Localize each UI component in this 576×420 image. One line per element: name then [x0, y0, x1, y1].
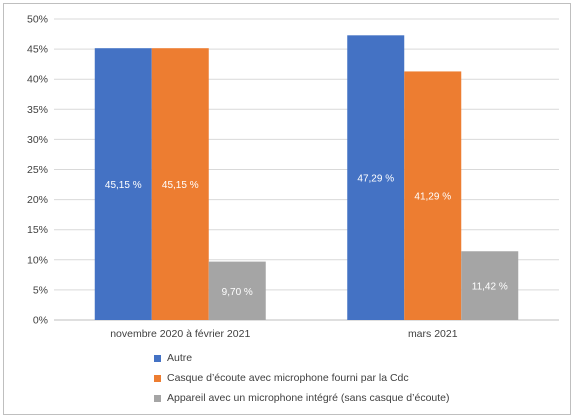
data-label: 45,15 % — [162, 180, 199, 191]
bar — [404, 71, 462, 320]
chart-frame: 0% 5% 10% 15% 20% 25% 30% 35% 40% 45% 50% 45,15 % 4… — [3, 3, 571, 415]
y-tick-label: 5% — [33, 284, 48, 296]
y-tick-label: 30% — [27, 134, 48, 146]
data-label: 41,29 % — [414, 192, 451, 203]
legend-item-autre: Autre — [154, 348, 450, 368]
y-tick-label: 40% — [27, 74, 48, 86]
data-label: 45,15 % — [105, 180, 142, 191]
y-tick-label: 35% — [27, 104, 48, 116]
bar — [347, 35, 405, 320]
legend-label: Appareil avec un microphone intégré (san… — [167, 392, 450, 404]
legend-swatch — [154, 394, 161, 402]
y-tick-label: 0% — [33, 315, 48, 327]
bar — [151, 48, 209, 321]
legend-swatch — [154, 374, 161, 382]
bar — [208, 261, 266, 320]
y-tick-label: 10% — [27, 254, 48, 266]
y-tick-label: 25% — [27, 164, 48, 176]
data-label: 11,42 % — [472, 282, 508, 293]
data-label: 9,70 % — [222, 287, 253, 298]
y-tick-label: 50% — [27, 14, 48, 26]
category-label: mars 2021 — [408, 328, 458, 340]
bar-chart: 0% 5% 10% 15% 20% 25% 30% 35% 40% 45% 50% 45,15 % 4… — [27, 14, 559, 340]
legend-item-casque: Casque d’écoute avec microphone fourni p… — [154, 368, 450, 388]
legend-swatch — [154, 354, 161, 362]
legend-label: Casque d’écoute avec microphone fourni p… — [167, 372, 409, 384]
legend-item-appareil: Appareil avec un microphone intégré (san… — [154, 388, 450, 408]
y-tick-label: 15% — [27, 224, 48, 236]
category-label: novembre 2020 à février 2021 — [110, 328, 250, 340]
y-tick-label: 45% — [27, 44, 48, 56]
chart-legend: Autre Casque d’écoute avec microphone fo… — [154, 348, 450, 408]
legend-label: Autre — [167, 352, 193, 364]
bar — [94, 48, 152, 321]
y-tick-label: 20% — [27, 194, 48, 206]
data-label: 47,29 % — [357, 174, 394, 185]
bar — [461, 251, 519, 320]
